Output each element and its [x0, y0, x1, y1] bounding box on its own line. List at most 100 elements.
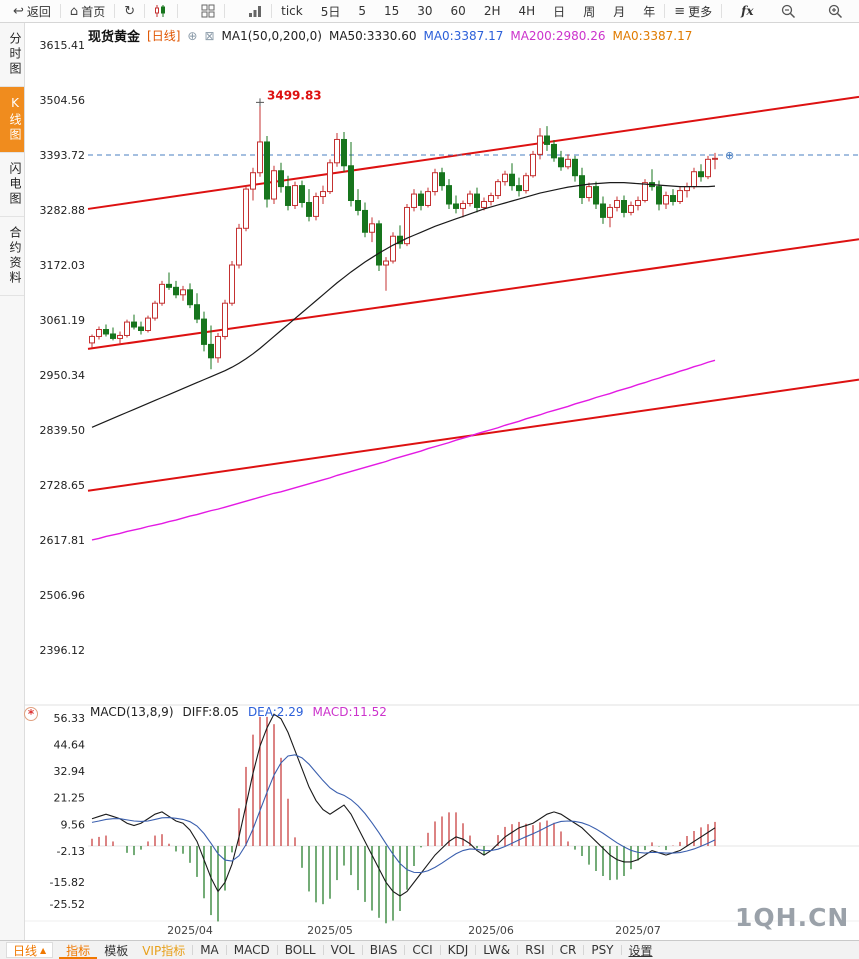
ma-settings-label: MA1(50,0,200,0) — [221, 28, 322, 43]
candlestick-chart[interactable]: 3615.41 3504.56 3393.72 3282.88 3172.03 3061.… — [25, 23, 859, 936]
svg-text:3504.56: 3504.56 — [40, 94, 86, 107]
sidebar-item-3[interactable]: 合约资料 — [0, 217, 24, 296]
ma0-value-blue: MA0:3387.17 — [423, 28, 504, 43]
macd-diff-value: DIFF:8.05 — [182, 705, 239, 719]
bottom-tab-设置[interactable]: 设置 — [628, 943, 653, 958]
macd-pane-header: MACD(13,8,9) DIFF:8.05 DEA:2.29 MACD:11.… — [90, 705, 387, 719]
bottom-tab-BIAS[interactable]: BIAS — [369, 943, 398, 957]
svg-text:2025/05: 2025/05 — [307, 924, 353, 936]
price-pane-header: 现货黄金 [日线] ⊕ ⊠ MA1(50,0,200,0) MA50:3330.… — [88, 26, 693, 46]
toolbar-divider — [271, 4, 273, 18]
signal-bars-icon — [249, 6, 262, 17]
period-button-4H[interactable]: 4H — [510, 0, 545, 22]
bottom-tab-PSY[interactable]: PSY — [591, 943, 614, 957]
sidebar-item-1[interactable]: K线图 — [0, 87, 24, 153]
period-selector-label: 日线 — [13, 943, 38, 958]
tab-divider — [276, 945, 278, 955]
tab-divider — [439, 945, 441, 955]
svg-text:-25.52: -25.52 — [50, 898, 85, 911]
indicator-settings-icon[interactable]: * — [24, 707, 38, 721]
fx-icon: fx — [741, 4, 754, 18]
svg-text:44.64: 44.64 — [54, 739, 86, 752]
home-button[interactable]: ⌂ 首页 — [61, 0, 114, 22]
bottom-tab-指标[interactable]: 指标 — [59, 941, 97, 959]
period-button-月[interactable]: 月 — [604, 0, 634, 22]
period-selector[interactable]: 日线 ▲ — [6, 942, 54, 958]
svg-text:3061.19: 3061.19 — [40, 314, 86, 327]
period-button-年[interactable]: 年 — [634, 0, 664, 22]
remove-indicator-icon[interactable]: ⊠ — [204, 28, 215, 43]
period-button-15[interactable]: 15 — [375, 0, 408, 22]
zoom-out-button[interactable] — [772, 0, 805, 22]
zoom-in-button[interactable] — [819, 0, 852, 22]
chart-style-button[interactable] — [145, 0, 177, 22]
bottom-tab-CCI[interactable]: CCI — [412, 943, 433, 957]
candlestick-icon — [155, 5, 166, 17]
home-icon: ⌂ — [69, 3, 79, 19]
bottom-tab-MACD[interactable]: MACD — [233, 943, 270, 957]
tab-divider — [225, 945, 227, 955]
svg-text:3615.41: 3615.41 — [40, 39, 86, 52]
period-button-2H[interactable]: 2H — [475, 0, 510, 22]
bottom-tab-CR[interactable]: CR — [559, 943, 577, 957]
bottom-tab-RSI[interactable]: RSI — [525, 943, 545, 957]
bottom-tab-VIP指标[interactable]: VIP指标 — [142, 943, 186, 958]
period-button-5日[interactable]: 5日 — [312, 0, 350, 22]
multi-chart-button[interactable] — [192, 0, 224, 22]
svg-text:21.25: 21.25 — [54, 792, 86, 805]
svg-text:3282.88: 3282.88 — [40, 204, 86, 217]
tab-divider — [551, 945, 553, 955]
bottom-tab-VOL[interactable]: VOL — [330, 943, 355, 957]
bottom-tab-MA[interactable]: MA — [200, 943, 219, 957]
period-button-周[interactable]: 周 — [574, 0, 604, 22]
bottom-tab-模板[interactable]: 模板 — [104, 943, 129, 958]
formula-button[interactable]: fx — [732, 0, 762, 22]
tab-divider — [322, 945, 324, 955]
svg-text:-15.82: -15.82 — [50, 876, 85, 889]
caret-up-icon: ▲ — [40, 945, 47, 955]
compare-icon[interactable]: ⊕ — [187, 28, 198, 43]
bottom-tab-BOLL[interactable]: BOLL — [284, 943, 316, 957]
svg-text:2617.81: 2617.81 — [40, 534, 86, 547]
period-button-tick[interactable]: tick — [272, 0, 312, 22]
period-button-日[interactable]: 日 — [544, 0, 574, 22]
svg-text:2728.65: 2728.65 — [40, 479, 86, 492]
more-button[interactable]: ≡ 更多 — [665, 0, 721, 22]
svg-text:2396.12: 2396.12 — [40, 644, 86, 657]
tab-divider — [583, 945, 585, 955]
svg-text:3393.72: 3393.72 — [40, 149, 86, 162]
tab-divider — [475, 945, 477, 955]
ma0-value-orange: MA0:3387.17 — [612, 28, 693, 43]
macd-title: MACD(13,8,9) — [90, 705, 174, 719]
toolbar-divider — [144, 4, 146, 18]
home-label: 首页 — [81, 4, 106, 19]
signal-button[interactable] — [239, 0, 271, 22]
tab-divider — [620, 945, 622, 955]
period-button-60[interactable]: 60 — [442, 0, 475, 22]
tab-divider — [517, 945, 519, 955]
sidebar-item-2[interactable]: 闪电图 — [0, 153, 24, 217]
chart-area: 现货黄金 [日线] ⊕ ⊠ MA1(50,0,200,0) MA50:3330.… — [24, 23, 859, 940]
sidebar-item-0[interactable]: 分时图 — [0, 23, 24, 87]
tab-divider — [404, 945, 406, 955]
sidebar: 分时图 K线图 闪电图 合约资料 — [0, 23, 25, 940]
toolbar-divider — [721, 4, 723, 18]
ma200-value: MA200:2980.26 — [510, 28, 606, 43]
back-label: 返回 — [26, 4, 51, 19]
grid-chart-icon — [201, 4, 215, 18]
svg-text:56.33: 56.33 — [54, 712, 86, 725]
period-buttons: tick 5日 5 15 30 60 2H 4H 日周月年 — [272, 0, 664, 22]
bottom-tab-LW&[interactable]: LW& — [483, 943, 511, 957]
refresh-button[interactable]: ↻ — [115, 0, 144, 22]
watermark: 1QH.CN — [735, 903, 850, 932]
period-button-30[interactable]: 30 — [408, 0, 441, 22]
bottom-tabs: 指标 模板 VIP指标 MA MACD BOLL VOL BIAS CCI KDJ LW& RSI CR… — [59, 941, 659, 959]
back-button[interactable]: ↩ 返回 — [4, 0, 60, 22]
bottom-tab-KDJ[interactable]: KDJ — [447, 943, 469, 957]
svg-text:3499.83: 3499.83 — [267, 88, 322, 102]
bottom-bar: 日线 ▲ 指标 模板 VIP指标 MA MACD BOLL VOL BIAS CCI KDJ LW&… — [0, 940, 859, 959]
zoom-in-icon — [829, 4, 843, 18]
back-icon: ↩ — [13, 3, 24, 19]
period-button-5[interactable]: 5 — [349, 0, 375, 22]
